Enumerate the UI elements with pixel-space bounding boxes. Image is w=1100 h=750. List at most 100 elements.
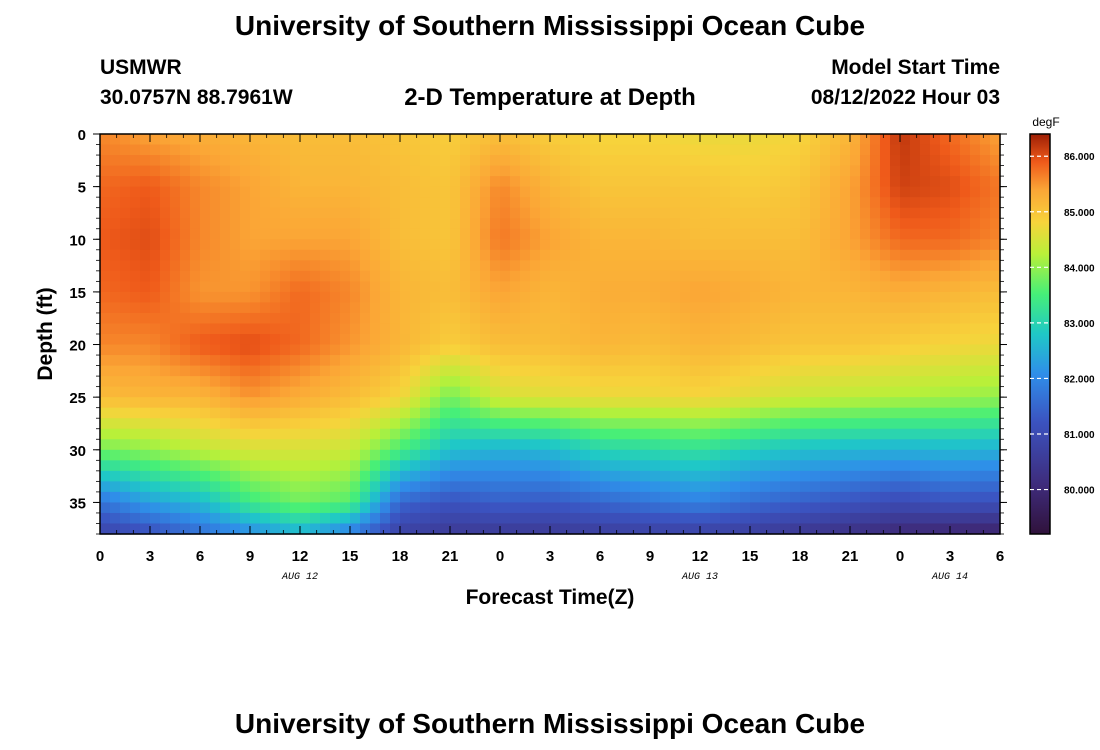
heatmap-cell	[280, 460, 291, 472]
heatmap-cell	[470, 344, 481, 356]
heatmap-cell	[880, 323, 891, 335]
heatmap-cell	[400, 239, 411, 251]
heatmap-cell	[100, 207, 111, 219]
heatmap-cell	[730, 197, 741, 209]
heatmap-cell	[870, 249, 881, 261]
heatmap-cell	[780, 386, 791, 398]
heatmap-cell	[900, 386, 911, 398]
heatmap-cell	[710, 144, 721, 156]
heatmap-cell	[610, 207, 621, 219]
heatmap-cell	[320, 407, 331, 419]
heatmap-cell	[260, 239, 271, 251]
heatmap-cell	[100, 418, 111, 430]
heatmap-cell	[110, 260, 121, 272]
heatmap-cell	[430, 512, 441, 525]
heatmap-cell	[460, 365, 471, 377]
heatmap-cell	[810, 376, 821, 388]
heatmap-cell	[300, 376, 311, 388]
heatmap-cell	[590, 281, 601, 293]
heatmap-cell	[580, 491, 591, 504]
heatmap-cell	[520, 218, 531, 230]
heatmap-cell	[970, 165, 981, 177]
heatmap-cell	[790, 512, 801, 525]
heatmap-cell	[160, 502, 171, 514]
heatmap-cell	[660, 428, 671, 440]
heatmap-cell	[760, 176, 771, 188]
heatmap-cell	[770, 218, 781, 230]
heatmap-cell	[100, 334, 111, 346]
heatmap-cell	[740, 207, 751, 219]
heatmap-cell	[860, 418, 871, 430]
heatmap-cell	[220, 407, 231, 419]
heatmap-cell	[180, 491, 191, 504]
heatmap-cell	[940, 512, 951, 525]
heatmap-cell	[920, 502, 931, 514]
heatmap-cell	[370, 470, 381, 482]
heatmap-cell	[750, 228, 761, 240]
heatmap-cell	[240, 134, 251, 146]
heatmap-cell	[990, 260, 1001, 272]
heatmap-cell	[880, 365, 891, 377]
heatmap-cell	[810, 291, 821, 304]
heatmap-cell	[680, 512, 691, 525]
heatmap-cell	[400, 249, 411, 261]
heatmap-cell	[720, 344, 731, 356]
heatmap-cell	[800, 334, 811, 346]
heatmap-cell	[720, 512, 731, 525]
heatmap-cell	[990, 428, 1001, 440]
heatmap-cell	[830, 155, 841, 167]
heatmap-cell	[930, 481, 941, 493]
heatmap-cell	[800, 502, 811, 514]
heatmap-cell	[870, 260, 881, 272]
heatmap-cell	[800, 207, 811, 219]
heatmap-cell	[520, 155, 531, 167]
heatmap-cell	[470, 491, 481, 504]
heatmap-cell	[990, 302, 1001, 314]
heatmap-cell	[140, 386, 151, 398]
heatmap-cell	[950, 207, 961, 219]
heatmap-cell	[330, 228, 341, 240]
heatmap-cell	[990, 386, 1001, 398]
heatmap-cell	[870, 481, 881, 493]
heatmap-cell	[500, 439, 511, 451]
heatmap-cell	[700, 334, 711, 346]
heatmap-cell	[490, 281, 501, 293]
heatmap-cell	[430, 228, 441, 240]
heatmap-cell	[550, 228, 561, 240]
heatmap-cell	[320, 397, 331, 409]
heatmap-cell	[970, 197, 981, 209]
heatmap-cell	[410, 502, 421, 514]
heatmap-cell	[630, 323, 641, 335]
heatmap-cell	[570, 491, 581, 504]
heatmap-cell	[380, 481, 391, 493]
heatmap-cell	[240, 302, 251, 314]
heatmap-cell	[590, 386, 601, 398]
heatmap-cell	[970, 439, 981, 451]
heatmap-cell	[120, 502, 131, 514]
heatmap-cell	[560, 481, 571, 493]
heatmap-cell	[990, 155, 1001, 167]
heatmap-cell	[880, 334, 891, 346]
heatmap-cell	[470, 428, 481, 440]
heatmap-cell	[530, 365, 541, 377]
heatmap-cell	[230, 186, 241, 198]
heatmap-cell	[870, 218, 881, 230]
heatmap-cell	[200, 176, 211, 188]
heatmap-cell	[610, 523, 621, 535]
heatmap-cell	[130, 523, 141, 535]
heatmap-cell	[530, 344, 541, 356]
heatmap-cell	[750, 155, 761, 167]
heatmap-cell	[980, 197, 991, 209]
heatmap-cell	[320, 270, 331, 282]
heatmap-cell	[240, 502, 251, 514]
heatmap-cell	[730, 407, 741, 419]
heatmap-cell	[220, 460, 231, 472]
heatmap-cell	[600, 512, 611, 525]
heatmap-cell	[470, 207, 481, 219]
heatmap-cell	[570, 502, 581, 514]
heatmap-cell	[450, 502, 461, 514]
heatmap-cell	[140, 155, 151, 167]
heatmap-cell	[630, 428, 641, 440]
heatmap-cell	[600, 218, 611, 230]
heatmap-cell	[310, 397, 321, 409]
